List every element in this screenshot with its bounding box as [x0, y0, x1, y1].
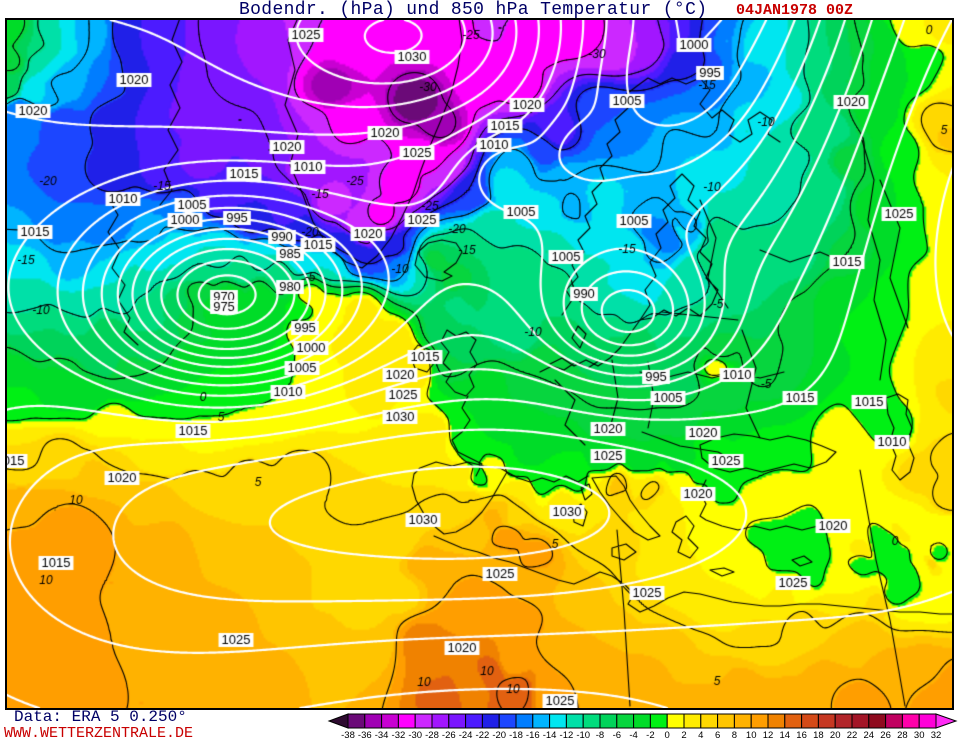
svg-text:-6: -6: [613, 730, 621, 741]
svg-text:18: 18: [813, 730, 824, 741]
svg-text:30: 30: [914, 730, 925, 741]
svg-text:-18: -18: [509, 730, 523, 741]
svg-text:4: 4: [698, 730, 703, 741]
svg-text:-26: -26: [442, 730, 456, 741]
svg-text:-28: -28: [425, 730, 439, 741]
svg-text:-16: -16: [526, 730, 540, 741]
svg-text:2: 2: [681, 730, 686, 741]
svg-text:-32: -32: [392, 730, 406, 741]
svg-text:14: 14: [780, 730, 791, 741]
svg-text:28: 28: [897, 730, 908, 741]
svg-text:8: 8: [732, 730, 737, 741]
svg-text:20: 20: [830, 730, 841, 741]
svg-text:-14: -14: [543, 730, 557, 741]
svg-text:-8: -8: [596, 730, 604, 741]
svg-text:-38: -38: [341, 730, 355, 741]
svg-text:0: 0: [665, 730, 670, 741]
svg-text:26: 26: [880, 730, 891, 741]
svg-text:-22: -22: [476, 730, 490, 741]
svg-text:-30: -30: [408, 730, 422, 741]
svg-text:10: 10: [746, 730, 757, 741]
svg-text:32: 32: [931, 730, 942, 741]
svg-text:-20: -20: [492, 730, 506, 741]
svg-text:-34: -34: [375, 730, 389, 741]
svg-text:-4: -4: [629, 730, 637, 741]
svg-text:12: 12: [763, 730, 774, 741]
svg-text:-36: -36: [358, 730, 372, 741]
svg-text:6: 6: [715, 730, 720, 741]
svg-text:-12: -12: [560, 730, 574, 741]
svg-text:24: 24: [864, 730, 875, 741]
svg-text:-2: -2: [646, 730, 654, 741]
svg-text:-24: -24: [459, 730, 473, 741]
svg-text:22: 22: [847, 730, 858, 741]
svg-text:16: 16: [796, 730, 807, 741]
svg-text:-10: -10: [576, 730, 590, 741]
